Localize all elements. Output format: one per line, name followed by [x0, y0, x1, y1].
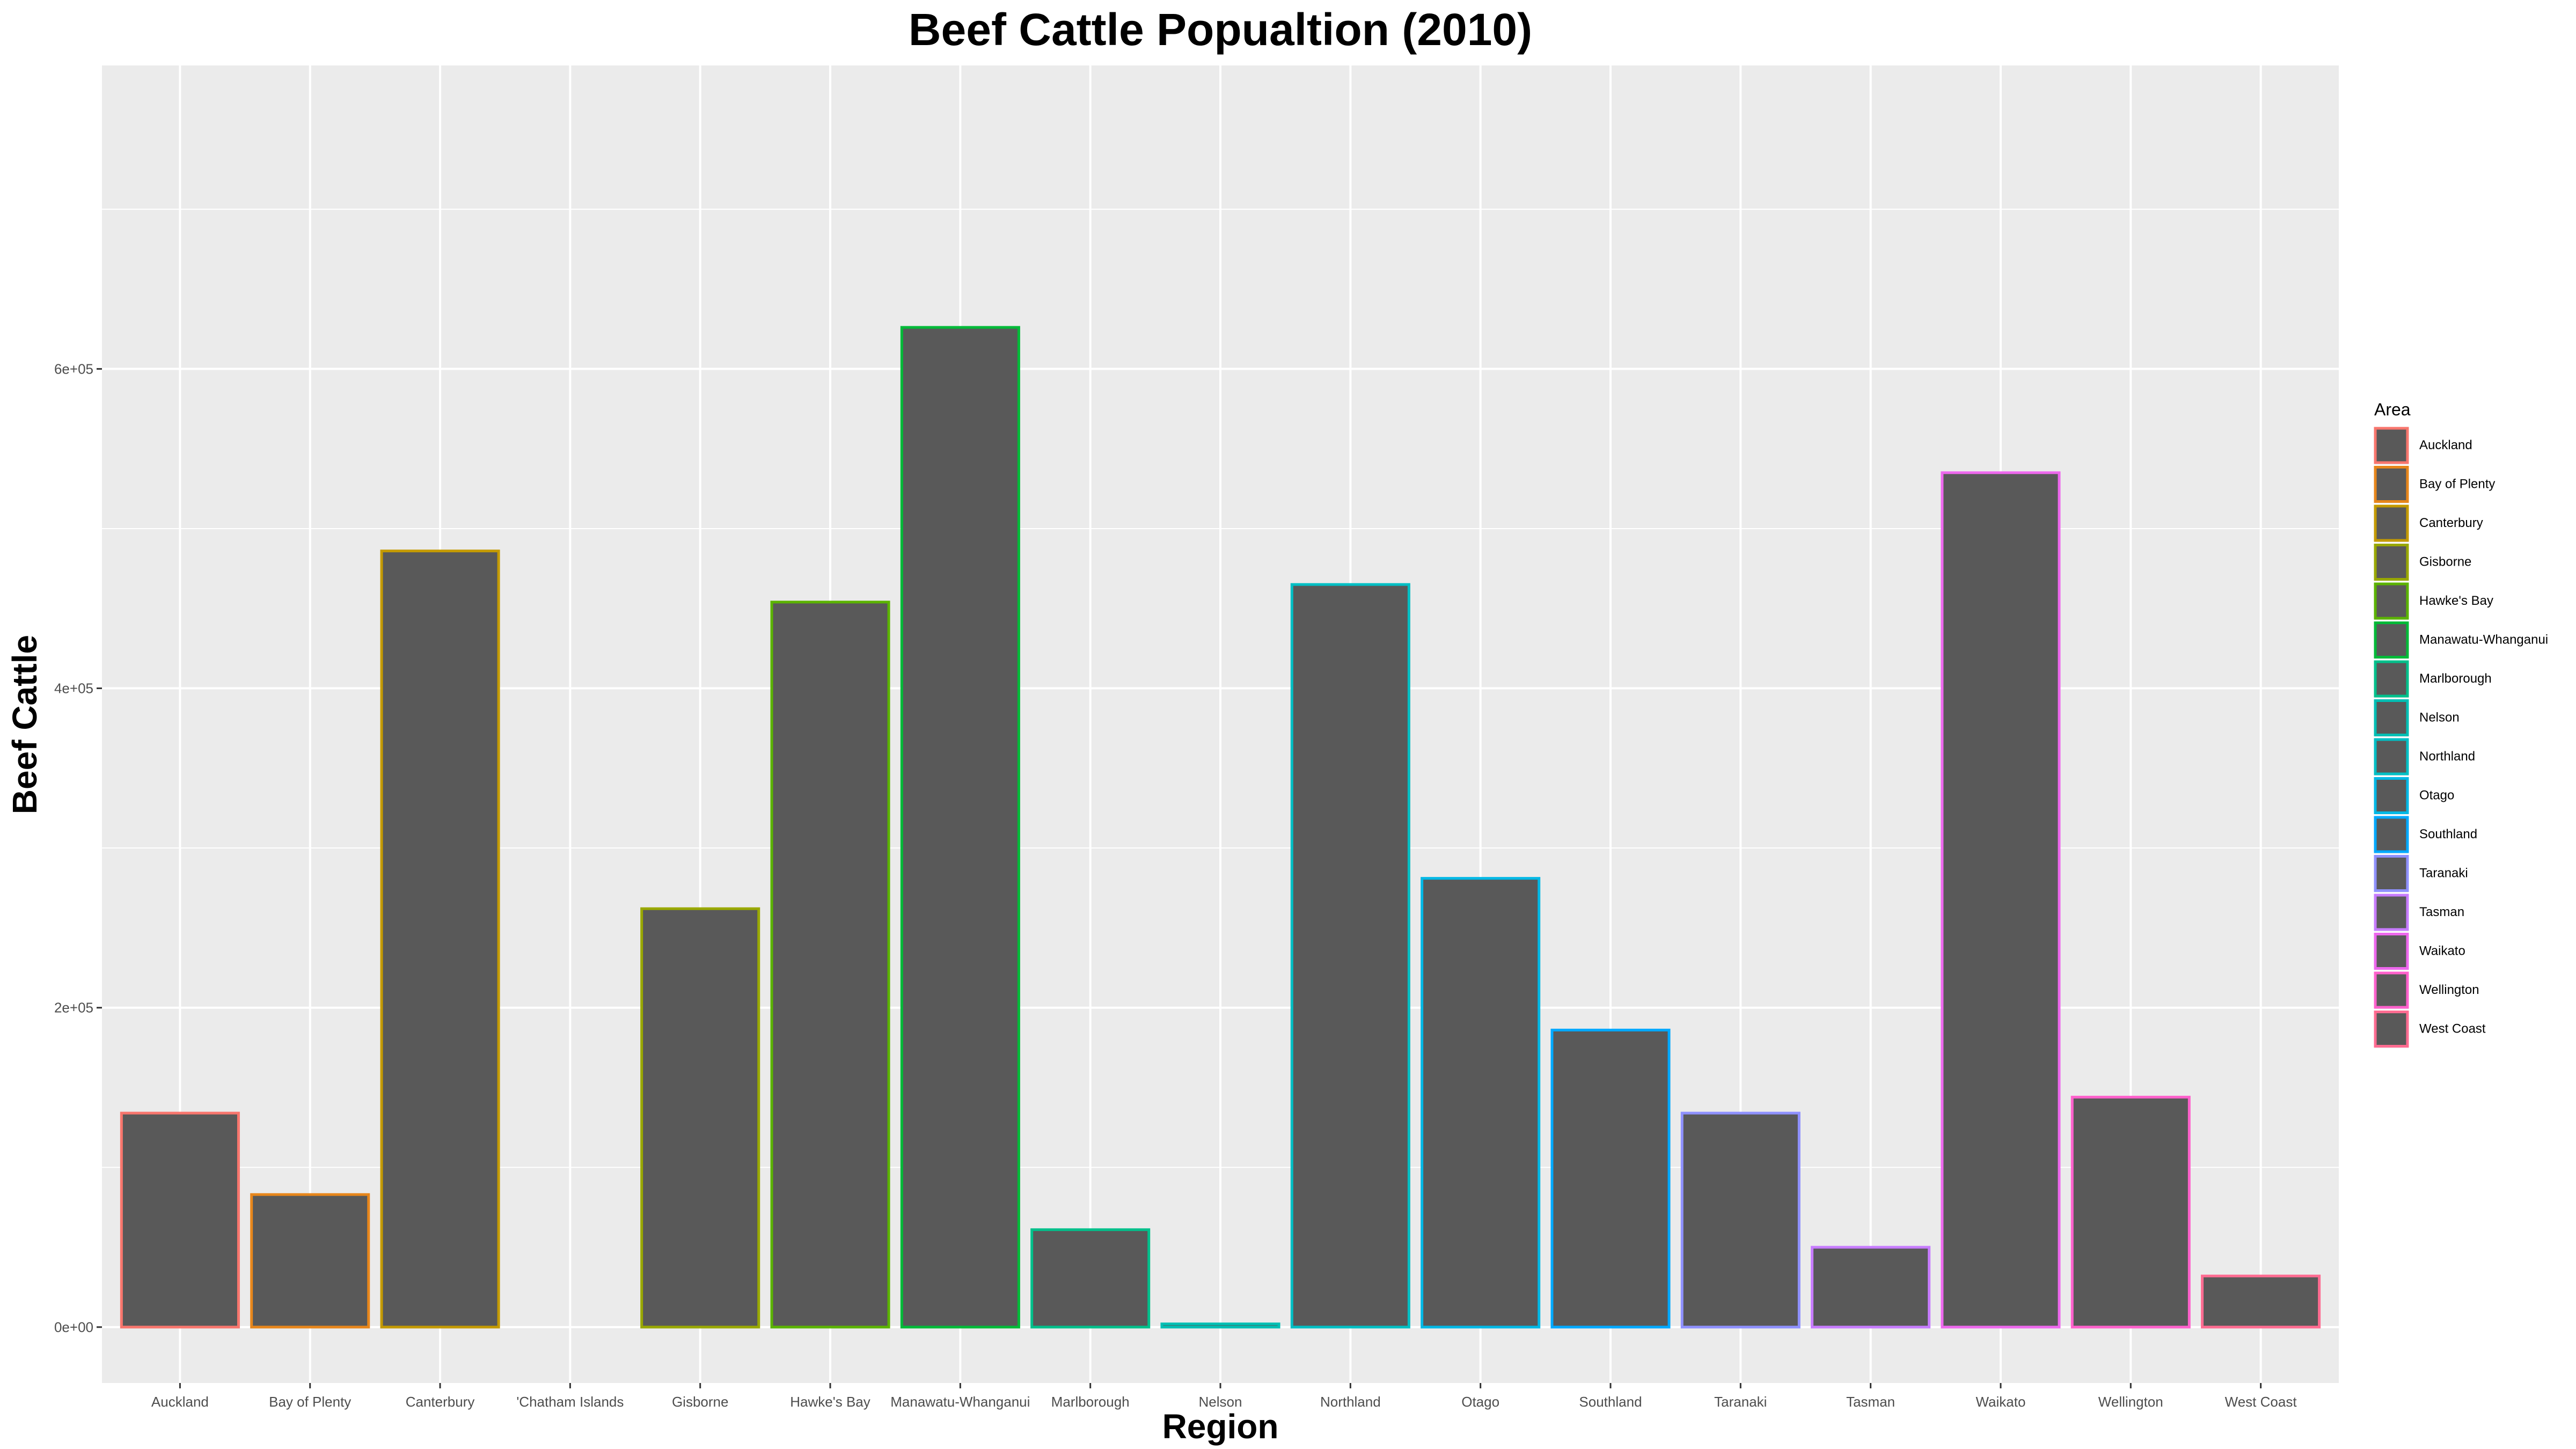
legend-label: Canterbury: [2419, 516, 2483, 530]
y-axis-ticks: 0e+00 2e+05 4e+05 6e+05: [54, 361, 102, 1335]
x-tick-label: Nelson: [1199, 1394, 1242, 1410]
legend-key: [2374, 427, 2409, 464]
bar: [2070, 1095, 2191, 1329]
bar: [1941, 471, 2061, 1329]
legend-label: Hawke's Bay: [2419, 594, 2493, 608]
bar: [2201, 1275, 2321, 1329]
legend-label: Auckland: [2419, 438, 2472, 452]
x-axis-ticks: Auckland Bay of Plenty Canterbury 'Chatham …: [151, 1383, 2297, 1410]
x-tick-label: Northland: [1320, 1394, 1381, 1410]
bar: [900, 326, 1020, 1329]
x-tick-label: Taranaki: [1714, 1394, 1767, 1410]
legend-key: [2374, 971, 2409, 1009]
legend-label: Otago: [2419, 788, 2454, 803]
x-tick-label: Southland: [1579, 1394, 1642, 1410]
bar: [640, 907, 760, 1329]
bar: [1811, 1246, 1931, 1329]
legend-key: [2374, 582, 2409, 620]
bar: [1030, 1228, 1151, 1329]
legend-key: [2374, 855, 2409, 892]
legend-label: West Coast: [2419, 1022, 2486, 1036]
legend-label: Wellington: [2419, 983, 2479, 997]
legend-key: [2374, 504, 2409, 542]
legend-label: Bay of Plenty: [2419, 477, 2495, 492]
x-tick-label: Bay of Plenty: [269, 1394, 351, 1410]
x-tick-label: Hawke's Bay: [790, 1394, 870, 1410]
x-axis-title: Region: [1162, 1407, 1279, 1446]
legend-key: [2374, 544, 2409, 581]
legend-key: [2374, 816, 2409, 853]
x-tick-label: Otago: [1461, 1394, 1499, 1410]
bar: [1421, 877, 1541, 1329]
legend-label: Southland: [2419, 827, 2477, 841]
x-tick-label: 'Chatham Islands: [516, 1394, 624, 1410]
y-tick-label: 4e+05: [54, 680, 93, 697]
bars: [120, 326, 2321, 1329]
bar: [380, 550, 500, 1329]
bar: [770, 601, 890, 1329]
legend-key: [2374, 738, 2409, 775]
legend-key: [2374, 699, 2409, 736]
legend-label: Waikato: [2419, 944, 2465, 958]
chart-title: Beef Cattle Popualtion (2010): [909, 4, 1532, 55]
bar: [250, 1193, 370, 1329]
x-tick-label: Marlborough: [1051, 1394, 1130, 1410]
x-tick-label: Canterbury: [406, 1394, 475, 1410]
x-tick-label: Wellington: [2098, 1394, 2163, 1410]
legend-label: Northland: [2419, 749, 2475, 764]
bar: [1290, 583, 1410, 1329]
legend-label: Nelson: [2419, 711, 2460, 725]
legend-key: [2374, 660, 2409, 698]
legend-key: [2374, 894, 2409, 931]
y-tick-label: 0e+00: [54, 1319, 93, 1335]
bar: [1680, 1111, 1801, 1329]
bar: [1550, 1028, 1671, 1329]
legend-items: Auckland Bay of Plenty Canterbury Gisborne H…: [2374, 427, 2548, 1049]
legend-key: [2374, 621, 2409, 658]
legend-label: Gisborne: [2419, 555, 2471, 569]
y-axis-title: Beef Cattle: [5, 635, 44, 814]
legend-label: Manawatu-Whanganui: [2419, 633, 2548, 647]
x-tick-label: Auckland: [151, 1394, 209, 1410]
legend-label: Taranaki: [2419, 866, 2468, 881]
legend-title: Area: [2374, 400, 2411, 419]
x-tick-label: Waikato: [1975, 1394, 2025, 1410]
y-tick-label: 6e+05: [54, 361, 93, 377]
legend: Area Auckland Bay of Plenty Canterbury Gisb…: [2374, 400, 2548, 1049]
legend-label: Marlborough: [2419, 671, 2492, 686]
x-tick-label: Gisborne: [672, 1394, 729, 1410]
x-tick-label: Tasman: [1846, 1394, 1895, 1410]
bar: [1160, 1322, 1280, 1329]
y-tick-label: 2e+05: [54, 1000, 93, 1016]
legend-key: [2374, 466, 2409, 503]
legend-key: [2374, 1011, 2409, 1048]
x-tick-label: Manawatu-Whanganui: [890, 1394, 1030, 1410]
legend-label: Tasman: [2419, 905, 2464, 919]
x-tick-label: West Coast: [2225, 1394, 2297, 1410]
legend-key: [2374, 777, 2409, 814]
bar: [120, 1111, 240, 1329]
legend-key: [2374, 933, 2409, 970]
